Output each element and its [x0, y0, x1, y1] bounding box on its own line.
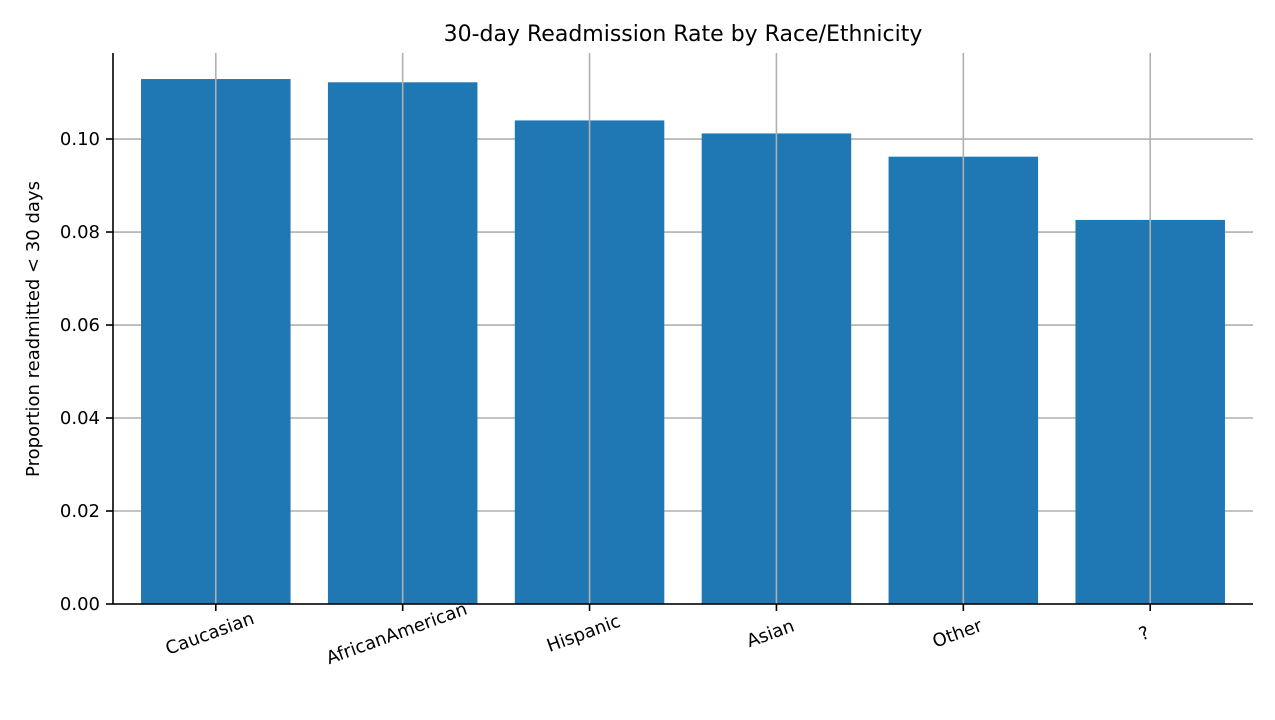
x-tick-label: Hispanic: [544, 611, 623, 657]
x-tick-label: ?: [1136, 622, 1152, 645]
y-tick-label: 0.08: [60, 222, 100, 243]
vertical-grid-lines: [214, 53, 1152, 604]
x-tick-label: Asian: [744, 616, 797, 653]
y-tick-label: 0.00: [60, 594, 100, 615]
y-tick-label: 0.06: [60, 315, 100, 336]
y-tick-label: 0.10: [60, 129, 100, 150]
x-tick-label: AfricanAmerican: [323, 599, 470, 669]
bars: [141, 79, 1225, 605]
y-axis-label: Proportion readmitted < 30 days: [23, 181, 44, 477]
y-tick-label: 0.04: [60, 408, 100, 429]
y-tick-label: 0.02: [60, 501, 100, 522]
x-tick-label: Caucasian: [163, 608, 257, 659]
ticks: [106, 138, 1152, 611]
chart-title: 30-day Readmission Rate by Race/Ethnicit…: [444, 22, 923, 47]
x-tick-label: Other: [930, 615, 986, 652]
axes: [112, 53, 1253, 605]
